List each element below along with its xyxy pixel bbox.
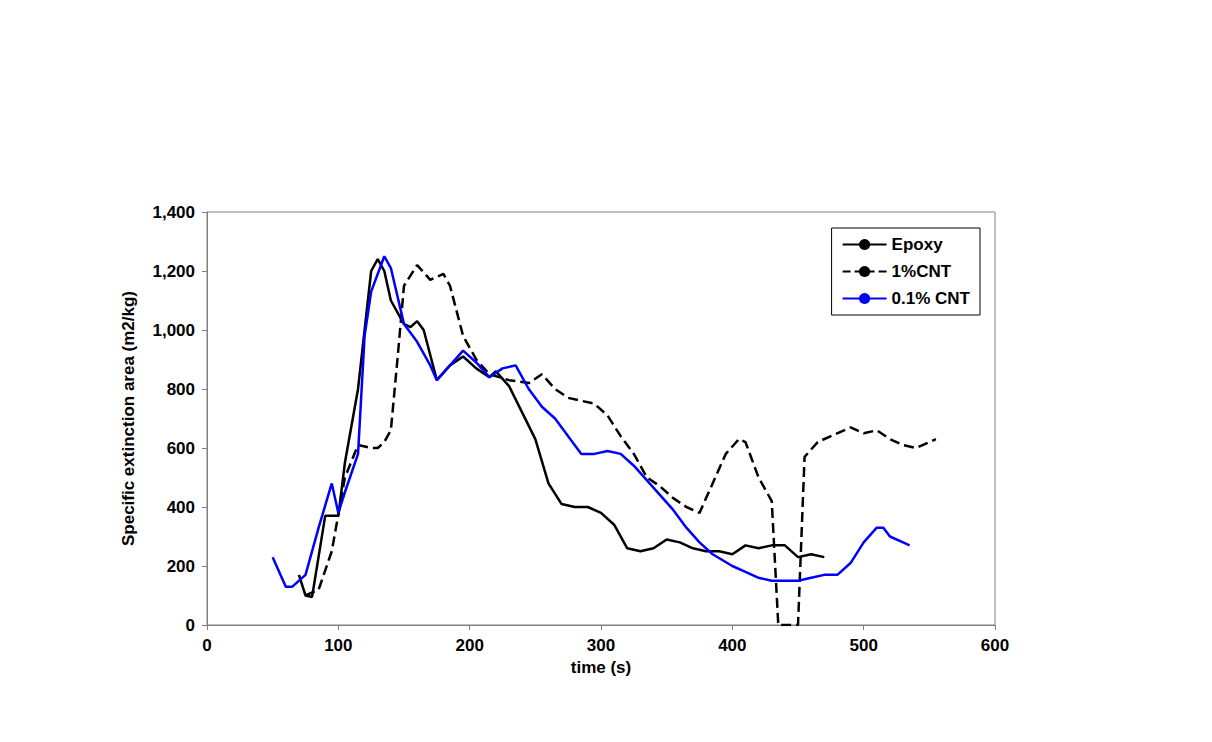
svg-text:600: 600 [981, 636, 1009, 655]
svg-text:time (s): time (s) [571, 658, 631, 677]
svg-text:Specific extinction area (m2/k: Specific extinction area (m2/kg) [119, 291, 138, 546]
svg-text:0.1% CNT: 0.1% CNT [892, 289, 971, 308]
svg-text:1,200: 1,200 [152, 262, 195, 281]
svg-text:0: 0 [202, 636, 211, 655]
svg-text:500: 500 [849, 636, 877, 655]
svg-text:0: 0 [186, 616, 195, 635]
svg-text:1,400: 1,400 [152, 203, 195, 222]
svg-text:300: 300 [587, 636, 615, 655]
svg-text:400: 400 [718, 636, 746, 655]
svg-text:600: 600 [167, 439, 195, 458]
svg-text:100: 100 [324, 636, 352, 655]
svg-text:200: 200 [167, 557, 195, 576]
svg-text:Epoxy: Epoxy [892, 235, 944, 254]
svg-text:400: 400 [167, 498, 195, 517]
svg-text:200: 200 [455, 636, 483, 655]
svg-text:1%CNT: 1%CNT [892, 262, 952, 281]
svg-text:1,000: 1,000 [152, 321, 195, 340]
svg-text:800: 800 [167, 380, 195, 399]
